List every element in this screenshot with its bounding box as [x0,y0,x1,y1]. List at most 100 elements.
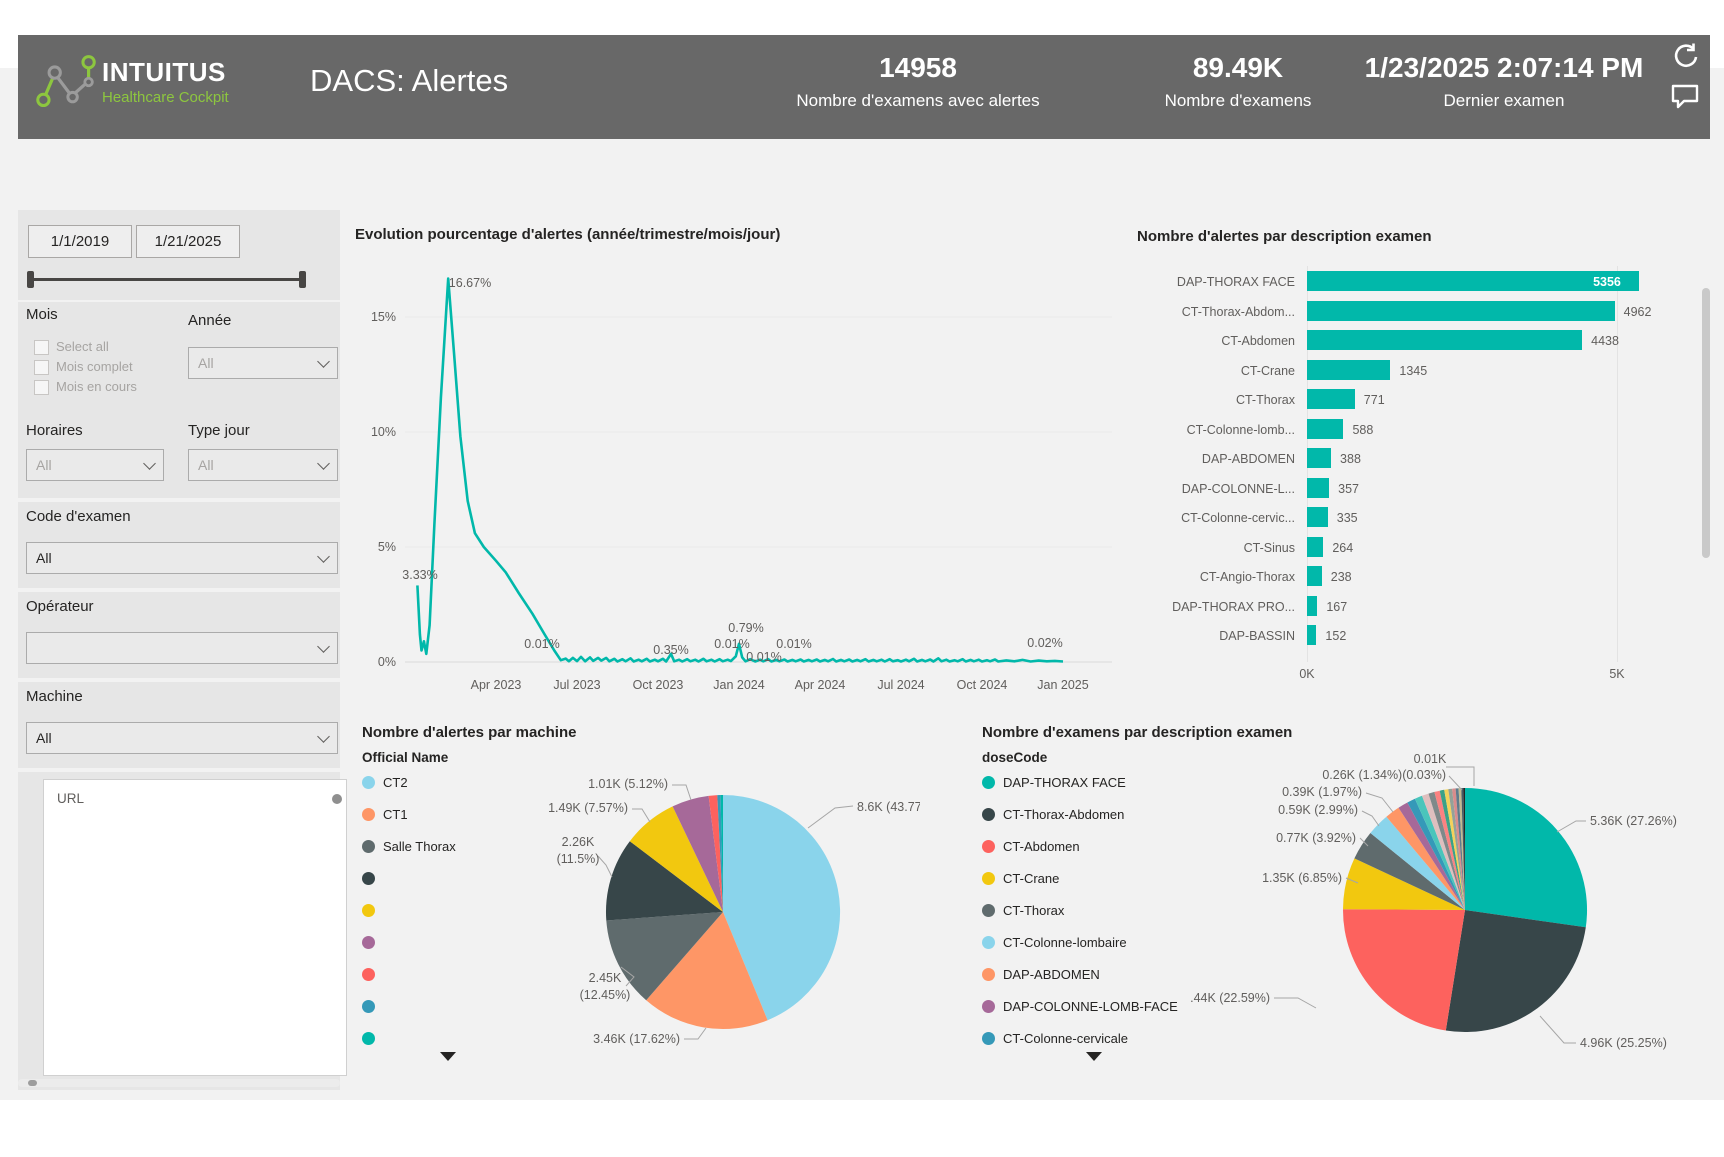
pie-slice-dap-abdomen[interactable] [1386,807,1465,910]
pie-slice[interactable] [720,794,723,912]
date-range-slider[interactable] [30,278,304,281]
sidebar-horizontal-scrollbar-thumb[interactable] [28,1080,37,1086]
horaires-dropdown[interactable]: All [26,449,164,481]
pie-slice[interactable] [1461,788,1465,910]
bar[interactable] [1307,507,1328,527]
mois-en-cours-checkbox[interactable] [34,380,49,395]
legend-item-ct2[interactable]: CT2 [362,775,456,790]
legend-item-dap-colonne-lomb-face[interactable]: DAP-COLONNE-LOMB-FACE [982,999,1178,1014]
pie-slice[interactable] [1448,788,1465,910]
brand-name: INTUITUS [102,57,226,87]
comment-icon[interactable] [1670,83,1700,111]
pie-data-label: 4.96K (25.25%) [1580,1036,1667,1050]
pie-slice[interactable] [1439,789,1465,910]
pie-slice[interactable] [672,795,723,912]
code-examen-dropdown[interactable]: All [26,542,338,574]
mois-select-all-label[interactable]: Select all [56,339,109,354]
kpi-alert-exams-value: 14958 [879,52,957,83]
bar[interactable] [1307,566,1322,586]
legend-item[interactable] [362,936,456,949]
pie-slice[interactable] [1434,790,1465,910]
pie-slice-ct-thorax[interactable] [1354,833,1465,910]
bar[interactable] [1307,330,1583,350]
bar[interactable] [1307,418,1344,439]
operateur-dropdown[interactable] [26,632,338,664]
pie-slice-ct-abdomen[interactable] [1342,909,1465,1031]
pie-slice[interactable] [1428,791,1466,910]
pie-slice-ct-thorax-abdomen[interactable] [1445,910,1586,1033]
bar[interactable] [1307,536,1324,557]
date-slider-handle-right[interactable] [299,271,306,288]
bar[interactable] [1307,389,1355,409]
legend-item[interactable] [362,1032,456,1045]
pie-slice-salle-thorax[interactable] [606,912,723,1001]
pie-slice-ct-crane[interactable] [1343,858,1465,910]
bar[interactable] [1307,271,1640,291]
bar-category-label: DAP-BASSIN [1219,629,1295,643]
bar[interactable] [1307,477,1330,498]
pie-slice[interactable] [1422,793,1465,910]
pie-slice[interactable] [1463,787,1466,910]
machine-dropdown[interactable]: All [26,722,338,754]
pie-slice[interactable] [1452,788,1465,910]
mois-complet-label[interactable]: Mois complet [56,359,133,374]
date-slider-handle-left[interactable] [27,271,34,288]
pie-slice-ct2[interactable] [723,795,841,1021]
bar-chart: 0K 5K DAP-THORAX FACE 5356 CT-Thorax-Abdom..… [1137,252,1712,692]
legend-item[interactable] [362,968,456,981]
bar-value-label: 264 [1332,540,1354,555]
mois-complet-checkbox[interactable] [34,360,49,375]
date-to-input[interactable]: 1/21/2025 [136,225,240,258]
date-from-input[interactable]: 1/1/2019 [28,225,132,258]
sidebar-horizontal-scrollbar[interactable] [18,1079,340,1087]
pie-slice[interactable] [605,841,723,921]
legend-item-salle-thorax[interactable]: Salle Thorax [362,839,456,854]
pie-slice[interactable] [1414,795,1465,910]
mois-select-all-checkbox[interactable] [34,340,49,355]
pie1-legend-more-caret[interactable] [440,1052,456,1061]
pie-slice[interactable] [708,795,723,912]
pie-slice[interactable] [629,806,723,912]
legend-item-ct1[interactable]: CT1 [362,807,456,822]
annee-dropdown[interactable]: All [188,347,338,379]
pie-slice-ct-colonne-lombaire[interactable] [1370,816,1465,910]
svg-text:0.02%: 0.02% [1027,636,1062,650]
legend-item-ct-colonne-cervicale[interactable]: CT-Colonne-cervicale [982,1031,1178,1046]
legend-item[interactable] [362,1000,456,1013]
legend-item[interactable] [362,904,456,917]
undo-icon[interactable] [1670,41,1700,71]
legend-item-dap-abdomen[interactable]: DAP-ABDOMEN [982,967,1178,982]
pie2-chart[interactable]: 5.36K (27.26%) 4.96K (25.25%) 4.44K (22.59… [1190,750,1720,1060]
bar[interactable] [1307,595,1318,616]
type-jour-dropdown[interactable]: All [188,449,338,481]
legend-item-ct-thorax[interactable]: CT-Thorax [982,903,1178,918]
pie2-legend-more-caret[interactable] [1086,1052,1102,1061]
bar[interactable] [1307,300,1615,321]
legend-item-dap-thorax-face[interactable]: DAP-THORAX FACE [982,775,1178,790]
mois-en-cours-label[interactable]: Mois en cours [56,379,137,394]
alert-percentage-line[interactable] [416,277,1064,663]
pie1-chart[interactable]: 8.6K (43.77%) 3.46K (17.62%) 2.45K (12.45%)… [540,760,920,1060]
pie-slice-ct-colonne-cervicale[interactable] [1407,798,1465,910]
pie-slice[interactable] [1458,788,1465,910]
legend-item-ct-colonne-lombaire[interactable]: CT-Colonne-lombaire [982,935,1178,950]
bar[interactable] [1307,625,1317,645]
legend-item-ct-abdomen[interactable]: CT-Abdomen [982,839,1178,854]
url-vertical-scrollbar-thumb[interactable] [332,794,342,804]
pie-slice-ct1[interactable] [646,912,768,1030]
pie-slice[interactable] [1455,788,1465,910]
bar[interactable] [1307,359,1391,380]
legend-color-dot [982,808,995,821]
pie-slice-dap-thorax-face[interactable] [1465,788,1588,928]
pie-slice[interactable] [717,795,723,912]
bar[interactable] [1307,448,1332,468]
pie-slice-dap-colonne-lomb-face[interactable] [1398,802,1466,911]
legend-item[interactable] [362,872,456,885]
pie-slice[interactable] [1444,789,1465,910]
legend-item-ct-crane[interactable]: CT-Crane [982,871,1178,886]
line-chart[interactable]: 0% 5% 10% 15% Apr 2023 Jul 2023 Oct 2023 Jan 20… [350,245,1120,700]
legend-item-ct-thorax-abdomen[interactable]: CT-Thorax-Abdomen [982,807,1178,822]
url-list-box[interactable]: URL [43,779,347,1076]
bar-chart-scrollbar-thumb[interactable] [1702,288,1710,558]
bar-value-label: 588 [1352,422,1374,437]
